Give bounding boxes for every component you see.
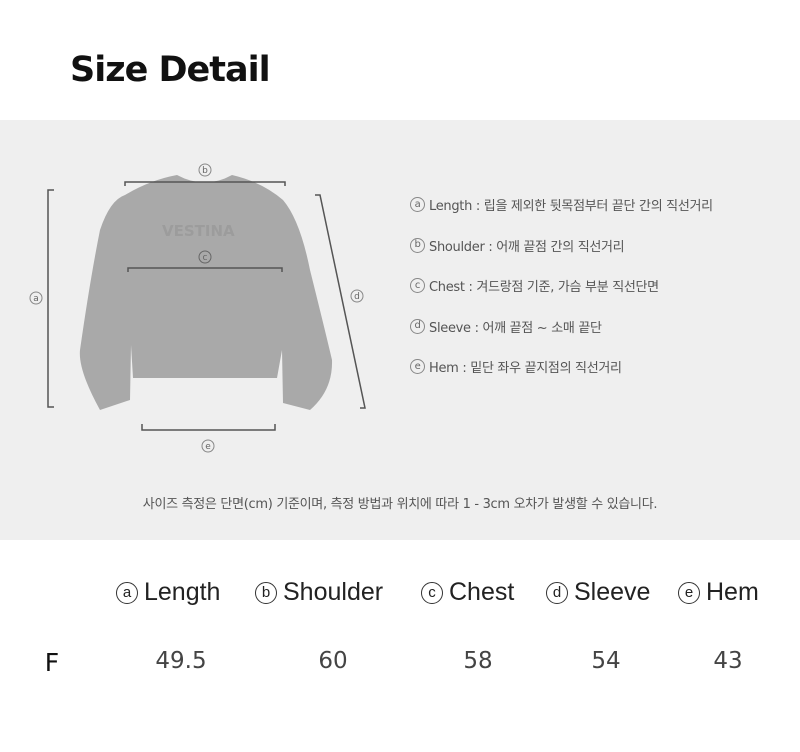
definition-length: a Length : 립을 제외한 뒷목점부터 끝단 간의 직선거리	[410, 195, 713, 236]
definition-text: Sleeve : 어깨 끝점 ~ 소매 끝단	[429, 320, 602, 336]
measurement-note: 사이즈 측정은 단면(cm) 기준이며, 측정 방법과 위치에 따라 1 - 3…	[142, 497, 658, 512]
definition-marker: e	[410, 359, 425, 374]
header-marker: b	[255, 581, 277, 604]
header-marker: a	[116, 581, 138, 604]
definition-text: Length : 립을 제외한 뒷목점부터 끝단 간의 직선거리	[429, 199, 713, 214]
header-sleeve: d Sleeve	[546, 578, 650, 607]
length-line	[47, 189, 54, 408]
header-marker: e	[678, 581, 700, 604]
definition-chest: c Chest : 겨드랑점 기준, 가슴 부분 직선단면	[410, 276, 713, 317]
header-label: Hem	[706, 578, 759, 606]
definition-shoulder: b Shoulder : 어깨 끝점 간의 직선거리	[410, 236, 713, 277]
value-shoulder: 60	[318, 648, 348, 674]
header-marker: c	[421, 581, 443, 604]
value-chest: 58	[463, 648, 493, 674]
marker-b-circle	[198, 163, 212, 177]
definition-marker: d	[410, 318, 425, 334]
size-diagram-panel: VESTINA a b c d e a Length : 립을 제외한 뒷목점부터…	[0, 120, 800, 540]
header-label: Chest	[449, 578, 515, 606]
definition-marker: a	[410, 197, 425, 212]
header-label: Length	[144, 578, 221, 606]
shoulder-line	[124, 181, 286, 186]
definition-marker: c	[410, 278, 425, 293]
header-marker: d	[546, 581, 568, 604]
marker-a: a	[33, 294, 39, 304]
marker-b: b	[202, 166, 208, 176]
definition-hem: e Hem : 밑단 좌우 끝지점의 직선거리	[410, 357, 713, 398]
sleeve-line	[315, 194, 366, 409]
header-label: Shoulder	[283, 578, 384, 606]
sweater-diagram: VESTINA a b c d e	[29, 163, 366, 453]
marker-c: c	[203, 253, 208, 263]
size-label: F	[44, 648, 60, 677]
value-sleeve: 54	[591, 648, 621, 674]
header-hem: e Hem	[678, 578, 759, 607]
marker-e: e	[205, 442, 211, 452]
value-hem: 43	[713, 648, 743, 674]
size-table-header: a Length b Shoulder c Chest d Sleeve e Hem	[0, 578, 800, 618]
header-chest: c Chest	[421, 578, 514, 607]
marker-a-circle	[29, 291, 43, 305]
definition-text: Hem : 밑단 좌우 끝지점의 직선거리	[429, 361, 622, 376]
measurement-definitions: a Length : 립을 제외한 뒷목점부터 끝단 간의 직선거리 b Shoul…	[410, 195, 713, 398]
header-label: Sleeve	[574, 578, 651, 606]
marker-d-circle	[350, 289, 364, 303]
marker-c-circle	[198, 250, 212, 264]
chest-line	[127, 267, 283, 272]
page-title: Size Detail	[70, 50, 271, 90]
sweater-shape	[79, 175, 333, 410]
marker-d: d	[354, 292, 360, 302]
value-length: 49.5	[155, 648, 207, 674]
header-length: a Length	[116, 578, 220, 607]
definition-text: Shoulder : 어깨 끝점 간의 직선거리	[429, 239, 625, 255]
header-shoulder: b Shoulder	[255, 578, 383, 607]
definition-marker: b	[410, 237, 425, 253]
hem-line	[141, 424, 276, 431]
logo-text: VESTINA	[162, 222, 235, 240]
marker-e-circle	[201, 439, 215, 453]
definition-text: Chest : 겨드랑점 기준, 가슴 부분 직선단면	[429, 280, 659, 295]
definition-sleeve: d Sleeve : 어깨 끝점 ~ 소매 끝단	[410, 317, 713, 358]
